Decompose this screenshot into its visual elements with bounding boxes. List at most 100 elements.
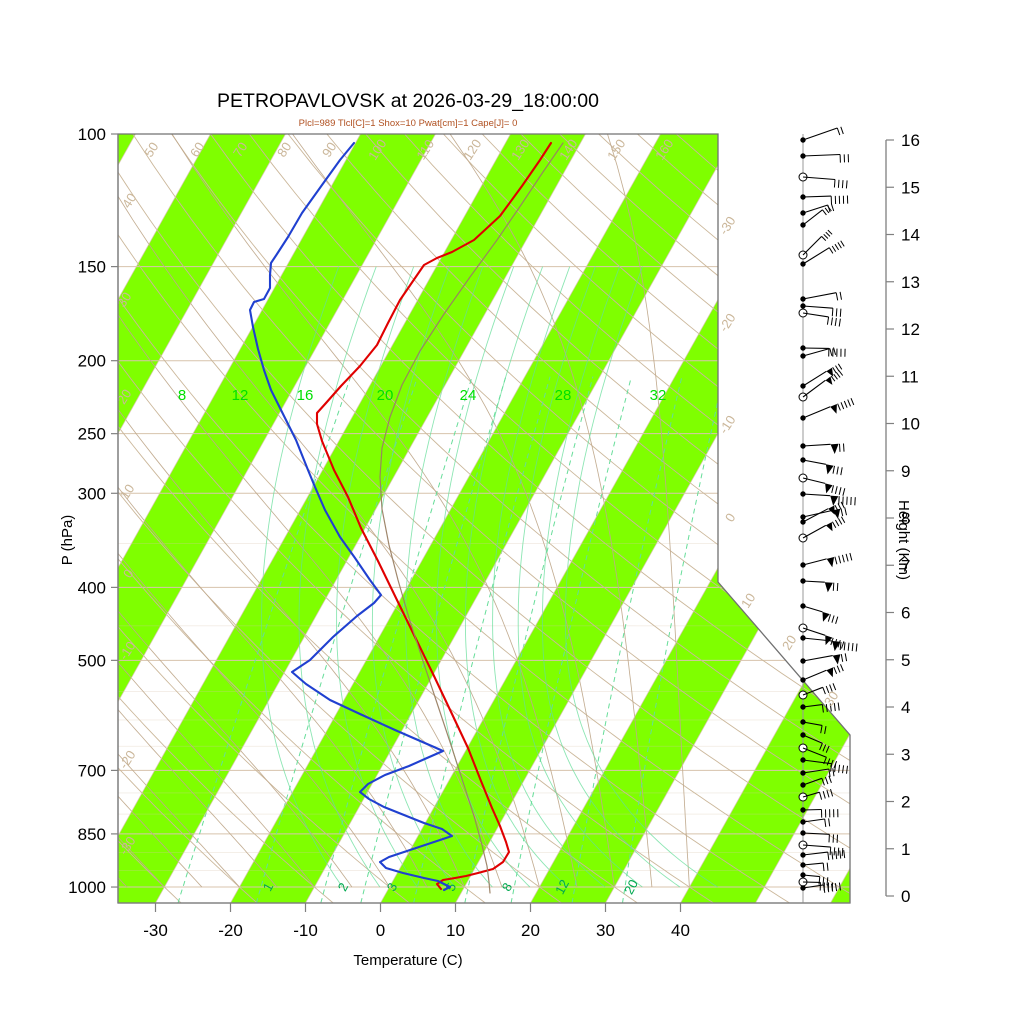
wind-barb-flag	[824, 582, 833, 593]
height-tick-label: 7	[901, 556, 910, 575]
wind-barb-tick	[826, 758, 831, 766]
temperature-tick-label: 40	[671, 921, 690, 940]
temperature-tick-label: 0	[376, 921, 385, 940]
dry-adiabat-label: 90	[319, 139, 339, 159]
wind-barb-tick	[833, 373, 838, 380]
wind-barb-tick	[845, 553, 849, 562]
wind-barb-tick	[821, 236, 827, 241]
pressure-tick-label: 200	[78, 352, 106, 371]
wind-barb-tick	[838, 555, 842, 564]
wind-barb-tick	[833, 847, 836, 856]
wind-barb-tick	[834, 883, 838, 892]
height-tick-label: 6	[901, 604, 910, 623]
height-tick-label: 15	[901, 178, 920, 197]
wind-barb-tick	[818, 876, 821, 885]
wind-barb-staff	[802, 524, 827, 539]
height-tick-label: 1	[901, 840, 910, 859]
wind-barb-tick	[826, 789, 830, 798]
wind-barb-staff	[802, 580, 825, 583]
wind-barb-tick	[829, 847, 832, 856]
height-tick-label: 11	[901, 367, 919, 386]
pressure-tick-label: 100	[78, 125, 106, 144]
wind-barb-tick	[849, 552, 853, 561]
pressure-tick-label: 850	[78, 825, 106, 844]
height-tick-label: 9	[901, 462, 910, 481]
wind-barb-staff	[802, 832, 830, 835]
wind-barb-staff	[802, 305, 833, 309]
wind-barb-staff	[802, 851, 828, 856]
wind-barb-staff	[802, 818, 825, 823]
wind-barb-tick	[847, 399, 851, 407]
wind-barb-tick	[843, 850, 846, 859]
wind-barb-tick	[844, 507, 847, 516]
wind-barb-tick	[840, 508, 844, 517]
wind-barb-staff	[802, 176, 836, 181]
wind-barb-tick	[837, 640, 841, 648]
wind-barb-tick	[830, 788, 834, 797]
wind-barb-tick	[842, 496, 844, 505]
wind-barb-staff	[802, 347, 830, 357]
wind-barb-tick	[837, 518, 843, 525]
wind-barb-tick	[833, 666, 838, 674]
wind-barb-tick	[834, 504, 839, 512]
adiabat-left-label: 40	[119, 190, 139, 210]
height-tick-label: 8	[901, 509, 910, 528]
wind-barb-staff	[802, 627, 826, 636]
wind-barb-staff	[802, 443, 831, 447]
dry-adiabat-label: 80	[274, 139, 294, 159]
wind-barb-tick	[838, 318, 841, 327]
wind-barb-tick	[850, 398, 855, 406]
wind-barb-tick	[834, 318, 837, 326]
wind-barb-staff	[802, 844, 831, 848]
wind-barb-flag	[830, 404, 837, 414]
wind-barb-tick	[840, 402, 845, 410]
x-axis-label: Temperature (C)	[353, 952, 462, 969]
wind-barb-tick	[837, 403, 841, 411]
wind-barb-tick	[843, 400, 848, 408]
wind-barb-tick	[835, 308, 838, 317]
wind-barb-tick	[833, 179, 836, 188]
temperature-tick-label: -30	[143, 921, 168, 940]
wind-barb-tick	[836, 127, 841, 136]
wind-barb-tick	[854, 497, 856, 506]
wind-barb-tick	[833, 703, 836, 712]
wind-barb-flag	[826, 667, 834, 678]
wind-barb-staff	[802, 477, 826, 484]
wind-barb-tick	[840, 654, 844, 662]
wind-barb-tick	[846, 496, 848, 505]
height-tick-label: 3	[901, 745, 910, 764]
wind-barb-flag	[825, 376, 833, 385]
wind-barb-tick	[822, 744, 827, 752]
wind-barb-tick	[827, 614, 831, 622]
wind-barb-staff	[802, 236, 822, 256]
wind-barb-staff	[802, 508, 829, 523]
dry-adiabat-label: 50	[141, 139, 161, 159]
temperature-tick-label: 30	[596, 921, 615, 940]
wind-barb-staff	[802, 759, 832, 765]
wind-barb-tick	[831, 883, 834, 892]
wind-barb-tick	[841, 847, 844, 857]
mixing-ratio-label: 20	[621, 877, 641, 897]
trace-temperature	[315, 141, 553, 891]
wind-barb-tick	[842, 488, 846, 496]
isotherm-label: 28	[555, 387, 572, 404]
wind-barb-tick	[841, 554, 845, 563]
wind-barb-tick	[828, 768, 831, 777]
wind-barb-staff	[802, 655, 833, 662]
wind-barb-flag	[826, 557, 835, 568]
wind-barb-tick	[835, 292, 839, 301]
wind-barb-tick	[840, 240, 845, 247]
wind-barb-staff	[802, 204, 828, 214]
wind-barb-tick	[830, 375, 836, 382]
wind-barb-tick	[827, 229, 833, 235]
wind-barb-tick	[837, 363, 843, 370]
wind-barb-tick	[828, 775, 832, 783]
wind-barb-tick	[824, 818, 827, 827]
wind-barb-column	[798, 126, 858, 903]
wind-barb-tick	[823, 233, 829, 239]
wind-barb-tick	[840, 467, 843, 476]
wind-barb-tick	[821, 778, 825, 786]
wind-barb-tick	[836, 466, 839, 475]
wind-barb-tick	[825, 745, 830, 753]
